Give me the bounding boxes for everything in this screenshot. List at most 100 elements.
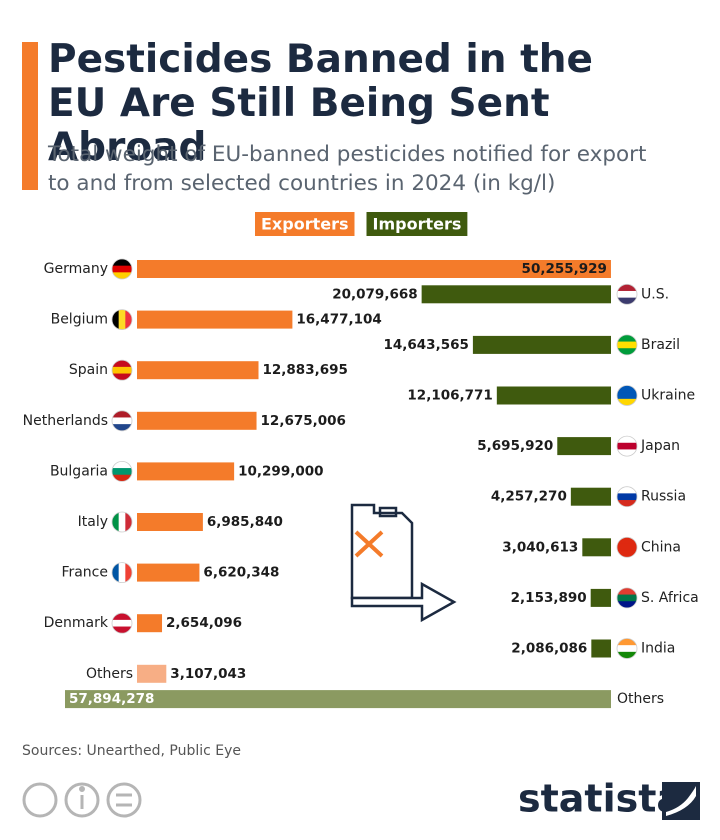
flag-stripe: [617, 297, 637, 305]
flag-stripe: [617, 341, 637, 349]
flag-stripe: [112, 468, 132, 476]
value-label: 4,257,270: [491, 489, 567, 505]
category-label: U.S.: [641, 286, 669, 302]
flag-ring: [111, 612, 133, 634]
bar: [65, 690, 611, 709]
flag-stripe: [617, 290, 637, 299]
value-label: 2,086,086: [511, 641, 587, 657]
value-label: 2,654,096: [166, 615, 242, 631]
legend-swatch: [366, 212, 468, 236]
category-label: Russia: [641, 489, 686, 505]
flag-stripe: [112, 626, 132, 634]
flag-stripe: [112, 424, 132, 431]
flag-ring: [111, 410, 133, 432]
value-label: 20,079,668: [332, 286, 417, 302]
flag-stripe: [617, 449, 637, 457]
category-label: Brazil: [641, 337, 680, 353]
bar: [496, 386, 611, 405]
category-label: Japan: [640, 438, 680, 454]
flag-stripe: [617, 334, 637, 343]
flag: [112, 461, 132, 482]
flag-stripe: [118, 309, 126, 330]
flag: [617, 284, 637, 305]
value-label: 12,106,771: [407, 388, 492, 404]
canister-icon: [350, 503, 457, 623]
category-label: Netherlands: [23, 413, 108, 429]
category-label: Spain: [69, 362, 108, 378]
flag-stripe: [112, 265, 132, 273]
value-label: 2,153,890: [511, 590, 587, 606]
category-label: Italy: [78, 514, 108, 530]
bar: [137, 462, 235, 481]
flag-ring: [616, 486, 638, 508]
flag: [112, 613, 132, 634]
value-label: 5,695,920: [477, 438, 553, 454]
flag-stripe: [112, 366, 132, 375]
flag-stripe: [617, 587, 637, 596]
flag: [112, 309, 132, 330]
flag-stripe: [112, 613, 132, 621]
brand-logo: statista: [518, 777, 682, 821]
flag-ring: [616, 385, 638, 406]
bar: [137, 310, 293, 329]
flag-ring: [111, 511, 133, 533]
value-label: 16,477,104: [296, 312, 381, 328]
flag-stripe: [118, 562, 126, 583]
text-line: Abroad: [48, 125, 206, 170]
flag-stripe: [617, 500, 637, 507]
flag: [617, 436, 637, 457]
license-icons: [22, 782, 142, 818]
bar: [590, 588, 611, 607]
flag-stripe: [617, 651, 637, 659]
flag-stripe: [125, 512, 132, 532]
bar: [591, 639, 611, 658]
title-accent: [22, 42, 38, 190]
flag-stripe: [125, 309, 132, 330]
plot: Germany 50,255,929 Belgium 16,477,104 Spain 1…: [23, 258, 699, 709]
bar: [137, 513, 203, 531]
text-line: EU Are Still Being Sent: [48, 81, 550, 126]
flag-stripe: [617, 601, 637, 608]
flag-stripe: [617, 348, 637, 355]
legend: Exporters Importers: [255, 212, 468, 236]
value-label: 50,255,929: [522, 261, 607, 277]
bar: [137, 614, 163, 633]
value-label: 57,894,278: [69, 691, 154, 707]
bar: [137, 411, 257, 430]
flag-ring: [111, 309, 133, 331]
bar: [137, 664, 167, 683]
flag-stripe: [617, 284, 637, 292]
brand-icon: [662, 782, 700, 820]
flag-ring: [111, 460, 133, 482]
flag-stripe: [617, 442, 637, 450]
chart-title: Pesticides Banned in the EU Are Still Bei…: [48, 37, 593, 170]
value-label: 14,643,565: [383, 337, 468, 353]
text-line: Total weight of EU-banned pesticides not…: [47, 142, 646, 167]
bar: [472, 335, 611, 354]
bar: [557, 437, 611, 456]
flag-stripe: [617, 398, 637, 406]
flag: [617, 587, 637, 608]
flag-stripe: [112, 373, 132, 381]
flag: [617, 486, 637, 507]
flag-ring: [111, 359, 133, 381]
value-label: 3,040,613: [502, 539, 578, 555]
flag-ring: [111, 562, 133, 583]
text-line: to and from selected countries in 2024 (…: [48, 171, 555, 196]
flag-stripe: [112, 474, 132, 482]
flag: [112, 562, 132, 583]
flag-ring: [111, 258, 133, 280]
value-label: 6,620,348: [203, 565, 279, 581]
flag-stripe: [112, 562, 120, 583]
flag-ring: [616, 334, 638, 356]
flag-stripe: [617, 537, 637, 545]
flag-stripe: [617, 392, 637, 400]
flag: [112, 360, 132, 381]
flag-stripe: [617, 493, 637, 501]
flag: [617, 537, 637, 558]
value-label: 3,107,043: [170, 666, 246, 682]
flag-ring: [616, 283, 638, 305]
flag: [112, 410, 132, 431]
flag: [112, 259, 132, 279]
